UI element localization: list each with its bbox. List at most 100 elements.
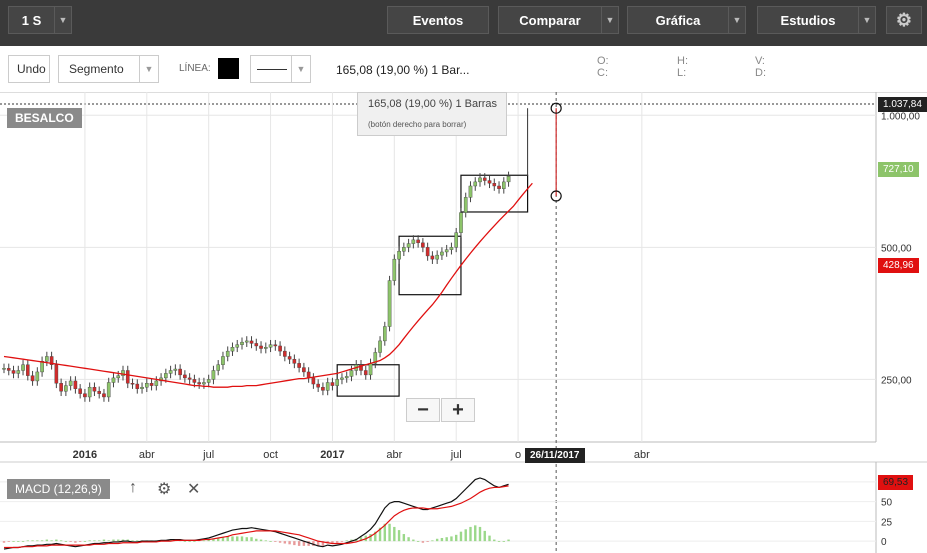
candle-body [202,382,206,385]
compare-caret-icon[interactable]: ▼ [601,6,619,34]
candle-body [368,363,373,376]
macd-histogram-bar [250,537,253,542]
line-color-swatch[interactable] [218,58,239,79]
macd-histogram-bar [288,541,291,545]
zoom-in-button[interactable]: + [441,398,475,422]
measure-drawing [527,102,562,202]
candle-body [387,280,392,327]
candle-body [106,382,111,398]
price-chart[interactable]: 1.000,00 500,00 250,00 2016 abr jul oct 2017 ab… [0,92,927,553]
macd-histogram-bar [169,539,172,542]
macd-histogram-bar [117,539,120,542]
candle-body [221,356,225,365]
macd-histogram-bar [107,540,110,542]
candle-body [168,370,173,374]
candle-body [378,340,382,353]
zoom-out-button[interactable]: − [406,398,440,422]
macd-histogram-bar [112,539,115,542]
macd-histogram-bar [193,541,196,542]
macd-histogram-bar [17,541,20,542]
candle-body [140,386,144,389]
draw-tool-caret-icon[interactable]: ▼ [139,55,159,83]
macd-close-icon[interactable]: ✕ [187,481,201,498]
macd-histogram-bar [98,540,101,542]
macd-histogram-bar [126,539,129,542]
y-tick-label: 1.000,00 [881,111,920,122]
candle-body [235,344,240,348]
macd-histogram-bar [478,526,482,542]
period-caret-icon[interactable]: ▼ [54,6,72,34]
macd-histogram-bar [221,537,225,542]
candle-body [502,181,506,189]
candle-body [211,370,216,380]
candle-body [59,383,63,392]
macd-histogram-bar [31,540,34,542]
candle-body [187,377,192,380]
settings-gear-icon[interactable]: ⚙ [886,6,922,34]
candle-body [478,177,482,183]
candle-body [149,383,154,386]
candle-body [173,368,178,371]
draw-tool-select[interactable]: Segmento [58,55,140,83]
studies-caret-icon[interactable]: ▼ [858,6,876,34]
candle-body [349,370,354,377]
candle-body [363,370,368,376]
moving-average [3,182,533,388]
chart-type-button[interactable]: Gráfica [627,6,729,34]
macd-histogram-bar [488,535,491,542]
measure-tooltip: 165,08 (19,00 %) 1 Barras (botón derecho… [357,92,507,136]
macd-histogram-bar [416,541,420,542]
chart-type-caret-icon[interactable]: ▼ [728,6,746,34]
candle-body [482,177,487,181]
candle-body [444,249,449,253]
candle-body [297,363,301,368]
line-label: LÍNEA: [179,63,211,74]
macd-histogram-bar [421,541,425,543]
studies-button[interactable]: Estudios [757,6,859,34]
macd-y-tick: 25 [881,517,893,528]
candle-body [183,374,187,379]
ohlc-open: O: [597,55,609,67]
ohlc-close: C: [597,67,608,79]
undo-button[interactable]: Undo [8,55,50,83]
macd-histogram-bar [340,541,344,542]
candle-body [240,341,244,345]
move-up-icon[interactable]: ↑ [129,479,137,496]
period-button[interactable]: 1 S [8,6,55,34]
candlesticks [2,171,511,402]
candle-body [144,383,149,388]
macd-histogram-bar [202,540,206,542]
candle-body [164,373,168,379]
events-button[interactable]: Eventos [387,6,489,34]
line-style-select[interactable] [250,55,292,83]
ma-price-tag: 428,96 [878,258,919,273]
macd-histogram-bar [407,537,410,542]
macd-y-tick: 0 [881,537,887,548]
line-style-caret-icon[interactable]: ▼ [291,55,311,83]
macd-histogram-bar [264,540,267,542]
candle-body [335,379,340,386]
macd-histogram-bar [78,541,82,542]
macd-histogram-bar [507,539,510,542]
macd-histogram-bar [388,523,391,542]
y-tick-label: 500,00 [881,243,912,254]
compare-button[interactable]: Comparar [498,6,602,34]
macd-histogram-bar [497,541,501,542]
macd-histogram-bar [483,530,486,542]
ohlc-high: H: [677,55,688,67]
macd-histogram-bar [412,539,415,542]
symbol-label[interactable]: BESALCO [7,108,82,128]
macd-histogram-bar [212,538,215,542]
macd-histogram-bar [226,536,229,542]
macd-histogram-bar [236,536,239,542]
macd-label[interactable]: MACD (12,26,9) [7,479,110,499]
macd-histogram-bar [26,540,29,542]
macd-histogram-bar [93,540,96,542]
macd-settings-gear-icon[interactable]: ⚙ [157,481,172,498]
chart-grid [0,92,877,553]
candle-body [449,247,454,250]
x-tick-label: 2016 [73,449,97,461]
macd-histogram-bar [21,541,25,542]
top-toolbar: 1 S ▼ Eventos Comparar ▼ Gráfica ▼ Estud… [0,0,927,46]
candle-body [435,254,439,260]
